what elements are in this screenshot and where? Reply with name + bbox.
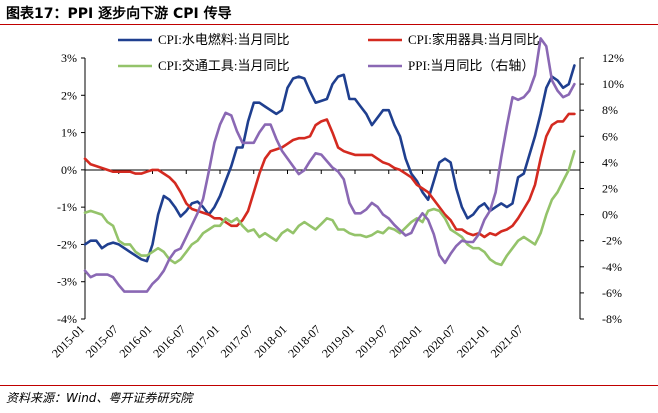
y-left-tick-label: 3%	[61, 51, 77, 65]
legend-label-1: CPI:水电燃料:当月同比	[158, 32, 289, 47]
y-right-tick-label: 10%	[602, 77, 624, 91]
x-tick-label: 2019-01	[319, 322, 357, 360]
x-tick-label: 2018-07	[285, 322, 323, 360]
line-chart: -4% -3% -2% -1% 0% 1% 2% 3% -8% -6% -4% -2% 0% 2% 4% 6%…	[49, 32, 624, 360]
y-right-tick-label: -4%	[602, 260, 622, 274]
y-left-tick-label: -3%	[57, 275, 77, 289]
series-group	[83, 37, 576, 293]
legend: CPI:水电燃料:当月同比 CPI:家用器具:当月同比 CPI:交通工具:当月同比 P…	[118, 32, 539, 73]
x-tick-label: 2019-07	[353, 322, 391, 360]
y-left-tick-label: 2%	[61, 88, 77, 102]
y-left-tick-label: -4%	[57, 312, 77, 326]
y-right-tick-label: 2%	[602, 182, 618, 196]
axes: -4% -3% -2% -1% 0% 1% 2% 3% -8% -6% -4% -2% 0% 2% 4% 6%…	[49, 51, 624, 360]
x-tick-label: 2017-07	[218, 322, 256, 360]
y-right-tick-label: -6%	[602, 286, 622, 300]
y-right-tick-label: 4%	[602, 155, 618, 169]
title-rule	[0, 24, 658, 25]
x-tick-label: 2021-07	[488, 322, 526, 360]
y-right-tick-label: 8%	[602, 103, 618, 117]
y-right-tick-label: 12%	[602, 51, 624, 65]
x-tick-label: 2015-01	[49, 322, 87, 360]
x-tick-label: 2017-01	[184, 322, 222, 360]
y-right-tick-label: 6%	[602, 129, 618, 143]
figure-title: 图表17：PPI 逐步向下游 CPI 传导	[6, 6, 232, 22]
x-tick-label: 2020-07	[420, 322, 458, 360]
y-left-tick-label: 1%	[61, 126, 77, 140]
y-left-tick-label: -2%	[57, 237, 77, 251]
x-tick-label: 2016-01	[116, 322, 154, 360]
legend-label-2: CPI:家用器具:当月同比	[408, 32, 539, 47]
source-note: 资料来源：Wind、粤开证券研究院	[6, 391, 193, 405]
legend-label-4: PPI:当月同比（右轴）	[408, 58, 534, 73]
y-left-tick-label: 0%	[61, 163, 77, 177]
y-right-tick-label: -2%	[602, 234, 622, 248]
x-tick-label: 2021-01	[454, 322, 492, 360]
y-right-tick-label: 0%	[602, 208, 618, 222]
y-left-tick-label: -1%	[57, 200, 77, 214]
x-tick-label: 2020-01	[386, 322, 424, 360]
x-tick-label: 2015-07	[83, 322, 121, 360]
x-tick-label: 2018-01	[251, 322, 289, 360]
legend-label-3: CPI:交通工具:当月同比	[158, 58, 289, 73]
series-line-1	[83, 64, 576, 263]
x-tick-label: 2016-07	[150, 322, 188, 360]
series-line-2	[83, 112, 576, 239]
source-rule	[0, 385, 658, 386]
series-line-4	[83, 37, 576, 293]
series-line-3	[83, 149, 576, 267]
y-right-tick-label: -8%	[602, 312, 622, 326]
